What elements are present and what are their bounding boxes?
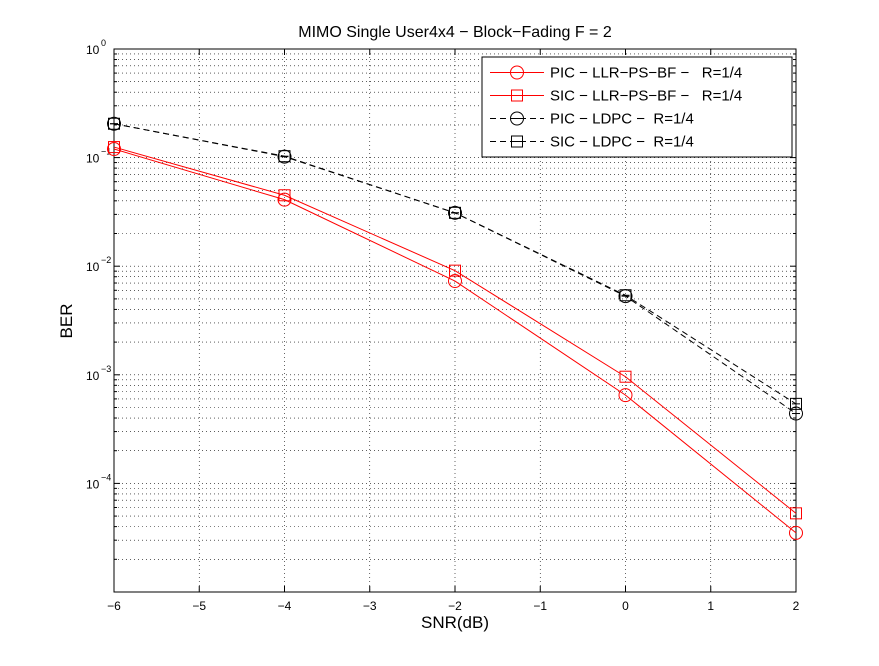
y-tick-label-exponent: −3 bbox=[101, 364, 111, 374]
legend-item: PIC − LLR−PS−BF − R=1/4 bbox=[490, 65, 742, 82]
data-point-marker bbox=[107, 116, 121, 131]
x-axis-label: SNR(dB) bbox=[421, 613, 489, 632]
series-line bbox=[113, 146, 797, 514]
y-tick-label-exponent: −4 bbox=[101, 472, 111, 482]
x-tick-label: −6 bbox=[107, 599, 121, 613]
grid-layer bbox=[114, 49, 796, 592]
data-point-marker bbox=[449, 264, 461, 277]
y-axis-label: BER bbox=[57, 304, 76, 339]
legend-marker bbox=[510, 111, 524, 126]
data-point-marker bbox=[449, 206, 461, 219]
legend-label: SIC − LDPC − R=1/4 bbox=[550, 134, 694, 151]
y-tick-label: 10 −3 bbox=[86, 364, 111, 383]
legend-marker bbox=[510, 65, 524, 80]
data-point-marker bbox=[448, 274, 462, 289]
data-point-marker bbox=[790, 397, 802, 410]
legend-label: SIC − LLR−PS−BF − R=1/4 bbox=[550, 88, 742, 105]
x-tick-label: 2 bbox=[793, 599, 800, 613]
x-tick-label: −4 bbox=[278, 599, 292, 613]
series-3 bbox=[108, 117, 802, 410]
y-tick-label-base: 10 bbox=[86, 260, 100, 274]
y-tick-label: 10 −1 bbox=[86, 147, 111, 166]
x-tick-label: 1 bbox=[707, 599, 714, 613]
series-1 bbox=[108, 141, 802, 520]
legend-item: PIC − LDPC − R=1/4 bbox=[490, 111, 694, 128]
y-tick-label-exponent: 0 bbox=[101, 38, 106, 48]
x-tick-label: 0 bbox=[622, 599, 629, 613]
legend-item: SIC − LLR−PS−BF − R=1/4 bbox=[490, 88, 742, 105]
legend: PIC − LLR−PS−BF − R=1/4 SIC − LLR−PS−BF −… bbox=[481, 56, 793, 158]
x-tick-label: −2 bbox=[448, 599, 462, 613]
y-tick-label-base: 10 bbox=[86, 369, 100, 383]
x-tick-label: −1 bbox=[533, 599, 547, 613]
data-point-marker bbox=[278, 150, 291, 163]
series-line bbox=[113, 148, 797, 534]
y-tick-label-exponent: −1 bbox=[101, 147, 111, 157]
data-point-marker bbox=[278, 189, 291, 202]
y-tick-label-base: 10 bbox=[86, 477, 100, 491]
data-point-marker bbox=[448, 205, 462, 220]
x-tick-label: −3 bbox=[363, 599, 377, 613]
data-point-marker bbox=[790, 507, 802, 520]
y-tick-label: 10 0 bbox=[86, 38, 106, 57]
data-point-marker bbox=[108, 141, 120, 154]
legend-marker bbox=[511, 135, 523, 148]
data-point-marker bbox=[108, 117, 120, 130]
y-tick-label-exponent: −2 bbox=[101, 255, 111, 265]
data-point-marker bbox=[277, 192, 292, 207]
y-tick-label: 10 −2 bbox=[86, 255, 111, 274]
y-tick-label-base: 10 bbox=[86, 43, 100, 57]
data-point-marker bbox=[619, 370, 632, 383]
y-tick-label: 10 −4 bbox=[86, 472, 111, 491]
data-point-marker bbox=[618, 388, 633, 403]
legend-marker bbox=[511, 89, 523, 102]
data-point-marker bbox=[789, 406, 803, 421]
x-tick-label: −5 bbox=[192, 599, 206, 613]
series-layer bbox=[107, 116, 803, 540]
legend-label: PIC − LLR−PS−BF − R=1/4 bbox=[550, 65, 742, 82]
data-point-marker bbox=[619, 289, 632, 302]
data-point-marker bbox=[277, 149, 292, 164]
legend-box bbox=[481, 56, 793, 158]
chart-title: MIMO Single User4x4 − Block−Fading F = 2 bbox=[298, 24, 612, 41]
legend-label: PIC − LDPC − R=1/4 bbox=[550, 111, 694, 128]
y-tick-label-base: 10 bbox=[86, 152, 100, 166]
legend-item: SIC − LDPC − R=1/4 bbox=[490, 134, 694, 151]
data-point-marker bbox=[789, 525, 803, 540]
